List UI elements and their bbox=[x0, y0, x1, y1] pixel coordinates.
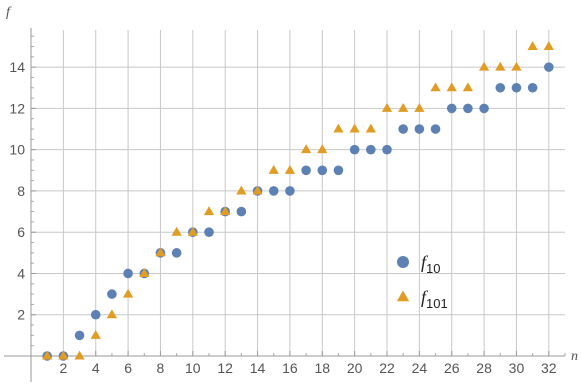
data-point-f101 bbox=[90, 329, 101, 339]
data-point-f101 bbox=[511, 61, 522, 71]
data-point-f10 bbox=[204, 227, 214, 238]
x-tick-label: 18 bbox=[314, 360, 330, 376]
data-point-f10 bbox=[333, 165, 344, 176]
data-point-f101 bbox=[252, 185, 263, 195]
data-point-f101 bbox=[284, 164, 296, 174]
x-tick-label: 26 bbox=[444, 360, 460, 376]
data-point-f101 bbox=[236, 185, 247, 195]
y-axis-label: f bbox=[6, 5, 12, 20]
y-tick-label: 2 bbox=[17, 307, 25, 323]
data-point-f10 bbox=[463, 103, 473, 114]
data-point-f10 bbox=[495, 82, 506, 93]
legend-label-f101: f101 bbox=[421, 287, 448, 311]
data-point-f10 bbox=[349, 144, 360, 155]
data-point-f10 bbox=[107, 289, 117, 299]
data-point-f101 bbox=[203, 206, 215, 216]
data-point-f10 bbox=[171, 248, 182, 258]
x-tick-label: 22 bbox=[379, 360, 395, 376]
y-tick-label: 6 bbox=[17, 224, 25, 240]
data-point-f101 bbox=[317, 144, 328, 154]
data-point-f10 bbox=[123, 268, 133, 279]
y-tick-label: 10 bbox=[9, 142, 25, 158]
data-point-f101 bbox=[58, 350, 69, 360]
data-point-f101 bbox=[171, 226, 182, 236]
data-point-f101 bbox=[139, 268, 150, 277]
data-point-f10 bbox=[446, 103, 457, 114]
data-point-f101 bbox=[155, 247, 166, 257]
data-point-f10 bbox=[511, 82, 522, 93]
data-point-f101 bbox=[446, 82, 457, 92]
data-point-f10 bbox=[527, 82, 538, 93]
x-tick-label: 10 bbox=[185, 360, 201, 376]
data-point-f101 bbox=[220, 206, 231, 216]
data-point-f10 bbox=[301, 165, 311, 176]
data-point-f101 bbox=[333, 123, 344, 133]
legend-label-f10: f10 bbox=[421, 252, 440, 276]
data-points bbox=[42, 41, 554, 361]
x-tick-label: 24 bbox=[412, 360, 428, 376]
data-point-f101 bbox=[122, 288, 134, 298]
data-point-f101 bbox=[74, 350, 85, 360]
grid bbox=[31, 30, 565, 356]
x-tick-label: 4 bbox=[92, 360, 100, 376]
data-point-f10 bbox=[268, 186, 279, 196]
x-tick-label: 16 bbox=[282, 360, 298, 376]
data-point-f101 bbox=[398, 103, 409, 112]
data-point-f101 bbox=[268, 164, 279, 174]
data-point-f10 bbox=[317, 165, 328, 176]
x-tick-labels: 2 4 6 8 10 12 14 16 18 20 22 24 26 28 30 32 bbox=[59, 360, 556, 376]
data-point-f101 bbox=[381, 103, 393, 112]
x-tick-label: 32 bbox=[541, 360, 557, 376]
x-tick-label: 6 bbox=[124, 360, 132, 376]
data-point-f10 bbox=[366, 144, 376, 155]
x-tick-label: 12 bbox=[217, 360, 233, 376]
data-point-f101 bbox=[478, 61, 490, 71]
data-point-f101 bbox=[42, 350, 53, 360]
x-axis-label: n bbox=[571, 349, 578, 364]
data-point-f10 bbox=[285, 186, 295, 196]
x-tick-label: 20 bbox=[347, 360, 363, 376]
data-point-f101 bbox=[414, 103, 425, 112]
data-point-f101 bbox=[106, 309, 118, 319]
x-tick-label: 28 bbox=[476, 360, 492, 376]
data-point-f101 bbox=[495, 61, 506, 71]
data-point-f101 bbox=[300, 144, 312, 154]
data-point-f10 bbox=[74, 330, 85, 341]
data-point-f101 bbox=[430, 82, 441, 92]
data-point-f101 bbox=[527, 41, 538, 51]
data-point-f10 bbox=[90, 309, 101, 320]
data-point-f101 bbox=[365, 123, 376, 133]
data-point-f101 bbox=[462, 82, 474, 92]
data-point-f10 bbox=[479, 103, 489, 114]
data-point-f10 bbox=[236, 206, 247, 217]
y-tick-label: 8 bbox=[17, 183, 25, 199]
y-tick-labels: 2 4 6 8 10 12 14 bbox=[9, 59, 25, 323]
data-point-f101 bbox=[349, 123, 360, 133]
x-tick-label: 8 bbox=[157, 360, 165, 376]
data-point-f10 bbox=[544, 62, 554, 72]
legend-marker-f10 bbox=[397, 256, 409, 268]
y-tick-label: 12 bbox=[9, 100, 25, 116]
legend-marker-f101 bbox=[396, 290, 410, 302]
data-point-f101 bbox=[543, 41, 554, 51]
y-tick-label: 14 bbox=[9, 59, 25, 75]
x-tick-label: 14 bbox=[250, 360, 266, 376]
data-point-f10 bbox=[414, 124, 425, 134]
y-tick-label: 4 bbox=[17, 265, 25, 281]
axes bbox=[4, 28, 566, 382]
x-tick-label: 2 bbox=[59, 360, 67, 376]
legend: f10 f101 bbox=[396, 252, 448, 311]
x-tick-label: 30 bbox=[509, 360, 525, 376]
data-point-f10 bbox=[430, 124, 441, 134]
data-point-f10 bbox=[398, 124, 408, 134]
data-point-f10 bbox=[382, 144, 392, 155]
data-point-f101 bbox=[187, 226, 198, 236]
